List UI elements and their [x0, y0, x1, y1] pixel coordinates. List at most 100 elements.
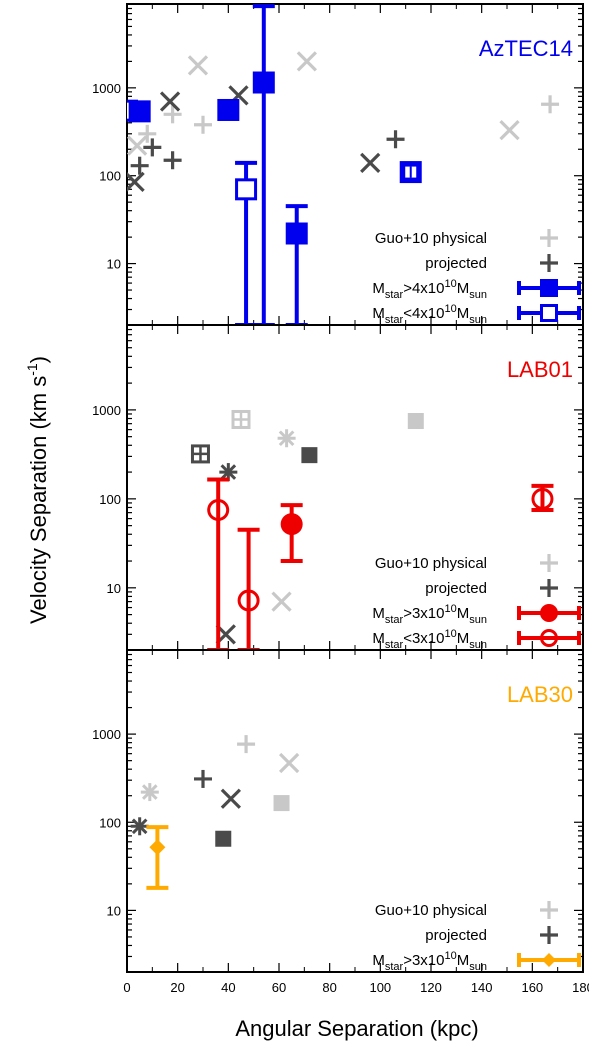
- legend-symbol: [540, 304, 558, 322]
- data-point-projected: [360, 152, 381, 174]
- legend-label-part: star: [385, 314, 404, 326]
- legend-label-part: 10: [445, 278, 457, 290]
- measurement-point: [207, 498, 230, 521]
- measurement-point: [149, 839, 166, 856]
- legend-label-part: sun: [469, 639, 487, 651]
- panel-title: AzTEC14: [479, 36, 573, 61]
- y-tick-label: 10: [107, 903, 121, 918]
- legend-entry: Mstar<4x1010Msun: [372, 303, 581, 326]
- panel-title: LAB30: [507, 682, 573, 707]
- legend-label-part: M: [372, 605, 385, 622]
- legend-label-part: sun: [469, 314, 487, 326]
- legend-label-part: M: [457, 952, 470, 969]
- data-point-physical: [279, 752, 300, 774]
- legend-label-part: 10: [445, 628, 457, 640]
- legend-label-part: M: [372, 280, 385, 297]
- legend-label-part: sun: [469, 289, 487, 301]
- legend-label: Mstar>3x1010Msun: [372, 603, 487, 626]
- measurement-point: [252, 71, 275, 94]
- data-point-projected: [215, 830, 232, 847]
- legend-label: Guo+10 physical: [375, 902, 487, 919]
- legend-label-part: M: [457, 630, 470, 647]
- panel-lab01: 10 100 1000 LAB01 Guo+10 physical projected Ms…: [92, 324, 584, 651]
- x-tick-label: 60: [272, 980, 286, 995]
- panel-data: [190, 409, 554, 650]
- legend-symbol: [540, 279, 558, 297]
- y-tick-label: 100: [99, 492, 121, 507]
- legend-label: projected: [425, 927, 487, 944]
- legend-label: Mstar<3x1010Msun: [372, 628, 487, 651]
- data-point-physical: [187, 55, 209, 76]
- legend-label-part: star: [385, 639, 404, 651]
- legend-entry: Mstar<3x1010Msun: [372, 628, 581, 651]
- data-point-physical: [407, 413, 424, 430]
- data-point-projected: [301, 447, 318, 464]
- legend-label-part: star: [385, 289, 404, 301]
- measurement-point: [128, 100, 151, 123]
- measurement-point: [235, 178, 258, 201]
- data-point-physical: [127, 135, 148, 156]
- y-tick-label: 100: [99, 815, 121, 830]
- legend-label-part: 10: [445, 950, 457, 962]
- x-tick-label: 100: [369, 980, 391, 995]
- measurement-point: [237, 589, 260, 612]
- legend-entry: projected: [425, 926, 558, 944]
- panel-data: [130, 735, 300, 890]
- x-axis-title: Angular Separation (kpc): [235, 1016, 478, 1041]
- legend-label-part: >3x10: [403, 605, 444, 622]
- data-point-projected: [220, 788, 241, 809]
- panel-lab30: 10 100 1000 0 20 40 60 80 100 120 140 160 180 LAB30 Gu…: [92, 649, 589, 995]
- x-tick-label: 180: [572, 980, 589, 995]
- x-tick-label: 120: [420, 980, 442, 995]
- y-axis-title-main: Velocity Separation (km s: [26, 376, 51, 624]
- legend-entry: Mstar>3x1010Msun: [372, 603, 581, 626]
- legend-label: Guo+10 physical: [375, 230, 487, 247]
- legend-entry: Guo+10 physical: [375, 229, 558, 247]
- legend-label-part: M: [372, 305, 385, 322]
- legend-label-part: 10: [445, 603, 457, 615]
- legend-entry: Guo+10 physical: [375, 901, 558, 919]
- legend-label: projected: [425, 255, 487, 272]
- legend-label: Mstar<4x1010Msun: [372, 303, 487, 326]
- measurement-point: [280, 513, 303, 536]
- x-tick-label: 20: [170, 980, 184, 995]
- data-point-physical: [278, 430, 295, 447]
- x-tick-label: 160: [521, 980, 543, 995]
- x-tick-label: 140: [471, 980, 493, 995]
- measurement-point: [285, 222, 308, 245]
- x-tick-label: 80: [322, 980, 336, 995]
- legend-label-part: M: [457, 605, 470, 622]
- data-point-physical: [499, 120, 520, 141]
- legend-entry: Mstar>4x1010Msun: [372, 278, 581, 301]
- x-tick-label: 0: [123, 980, 130, 995]
- data-point-projected: [127, 171, 145, 192]
- legend-label-part: sun: [469, 614, 487, 626]
- legend-label-part: <4x10: [403, 305, 444, 322]
- legend-label: Mstar>4x1010Msun: [372, 278, 487, 301]
- legend-label: Guo+10 physical: [375, 555, 487, 572]
- y-tick-label: 1000: [92, 81, 121, 96]
- data-point-physical: [141, 784, 158, 800]
- legend-label-part: 10: [445, 303, 457, 315]
- legend-label-part: sun: [469, 961, 487, 973]
- data-point-physical: [273, 795, 290, 812]
- measurement-point: [217, 98, 240, 121]
- legend-entry: Guo+10 physical: [375, 554, 558, 572]
- data-point-projected: [131, 818, 148, 835]
- legend-label-part: >3x10: [403, 952, 444, 969]
- legend-label: projected: [425, 580, 487, 597]
- legend-label-part: M: [457, 305, 470, 322]
- y-tick-label: 10: [107, 257, 121, 272]
- legend-entry: Mstar>3x1010Msun: [372, 950, 581, 973]
- legend-symbol: [540, 604, 558, 622]
- legend-label-part: M: [457, 280, 470, 297]
- legend-label-part: <3x10: [403, 630, 444, 647]
- y-axis-title-superscript: -1: [24, 363, 40, 376]
- y-tick-label: 1000: [92, 727, 121, 742]
- data-point-physical: [296, 51, 317, 72]
- y-tick-label: 1000: [92, 403, 121, 418]
- legend-label: Mstar>3x1010Msun: [372, 950, 487, 973]
- legend-label-part: M: [372, 952, 385, 969]
